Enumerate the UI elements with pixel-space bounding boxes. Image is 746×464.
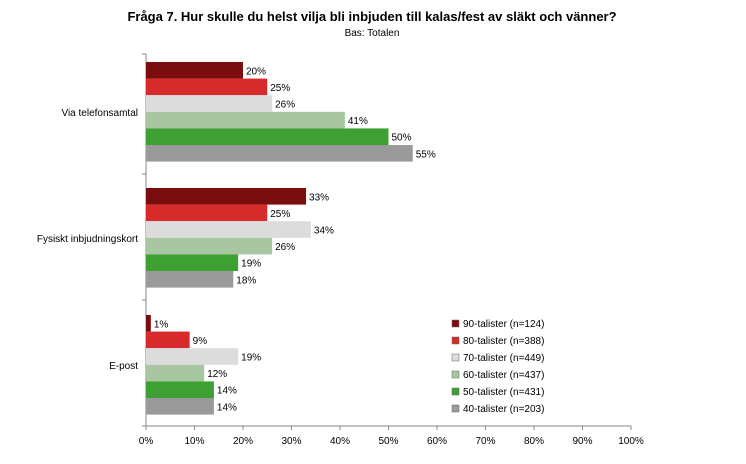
bar	[146, 254, 239, 271]
legend-label: 60-talister (n=437)	[463, 370, 544, 381]
data-label: 34%	[314, 226, 334, 237]
x-tick-label: 90%	[572, 436, 592, 447]
x-tick-label: 100%	[618, 436, 644, 447]
bar	[146, 78, 268, 96]
legend: 90-talister (n=124) 80-talister (n=388) 70…	[451, 319, 544, 415]
plot-area: 0% 10% 20% 30% 40% 50% 60% 70% 80% 90% 100% Via tel…	[37, 53, 644, 447]
bar	[146, 128, 389, 145]
data-label: 9%	[193, 336, 208, 347]
bar	[146, 62, 243, 79]
data-label: 33%	[309, 192, 329, 203]
legend-label: 70-talister (n=449)	[463, 353, 544, 364]
bar	[146, 315, 151, 332]
x-tick-label: 30%	[281, 436, 301, 447]
data-label: 19%	[241, 353, 261, 364]
legend-swatch	[451, 319, 460, 328]
bar	[146, 95, 273, 112]
legend-label: 80-talister (n=388)	[463, 336, 544, 347]
data-label: 41%	[348, 116, 368, 127]
data-label: 14%	[217, 386, 237, 397]
bar	[146, 381, 214, 398]
bar	[146, 364, 205, 382]
x-tick-label: 20%	[233, 436, 253, 447]
x-tick-label: 80%	[524, 436, 544, 447]
bar	[146, 271, 234, 288]
data-label: 26%	[275, 100, 295, 111]
bar	[146, 237, 273, 255]
legend-swatch	[451, 336, 460, 345]
x-tick-label: 0%	[139, 436, 154, 447]
data-label: 26%	[275, 242, 295, 253]
data-label: 55%	[416, 149, 436, 160]
category-label: Via telefonsamtal	[61, 108, 138, 119]
bar	[146, 221, 311, 238]
data-label: 19%	[241, 259, 261, 270]
bar	[146, 204, 268, 222]
bar	[146, 111, 345, 129]
legend-swatch	[451, 370, 460, 379]
data-label: 20%	[246, 66, 266, 77]
x-tick-label: 60%	[427, 436, 447, 447]
data-label: 14%	[217, 402, 237, 413]
data-label: 50%	[392, 133, 412, 144]
legend-label: 50-talister (n=431)	[463, 387, 544, 398]
data-label: 25%	[270, 209, 290, 220]
legend-swatch	[451, 353, 460, 362]
chart-title: Fråga 7. Hur skulle du helst vilja bli i…	[127, 9, 616, 24]
x-tick-label: 70%	[475, 436, 495, 447]
bar	[146, 398, 214, 415]
data-label: 12%	[207, 369, 227, 380]
bar	[146, 331, 190, 349]
legend-label: 90-talister (n=124)	[463, 319, 544, 330]
bar	[146, 188, 307, 205]
legend-label: 40-talister (n=203)	[463, 404, 544, 415]
legend-swatch	[451, 387, 460, 396]
data-label: 1%	[154, 319, 169, 330]
x-tick-label: 40%	[330, 436, 350, 447]
category-label: E-post	[109, 361, 138, 372]
x-tick-label: 10%	[184, 436, 204, 447]
bar	[146, 348, 239, 365]
category-label: Fysiskt inbjudningskort	[37, 234, 138, 245]
x-tick-label: 50%	[378, 436, 398, 447]
bar	[146, 145, 413, 162]
legend-swatch	[451, 404, 460, 413]
data-label: 18%	[236, 275, 256, 286]
data-label: 25%	[270, 83, 290, 94]
chart-subtitle: Bas: Totalen	[345, 28, 400, 39]
